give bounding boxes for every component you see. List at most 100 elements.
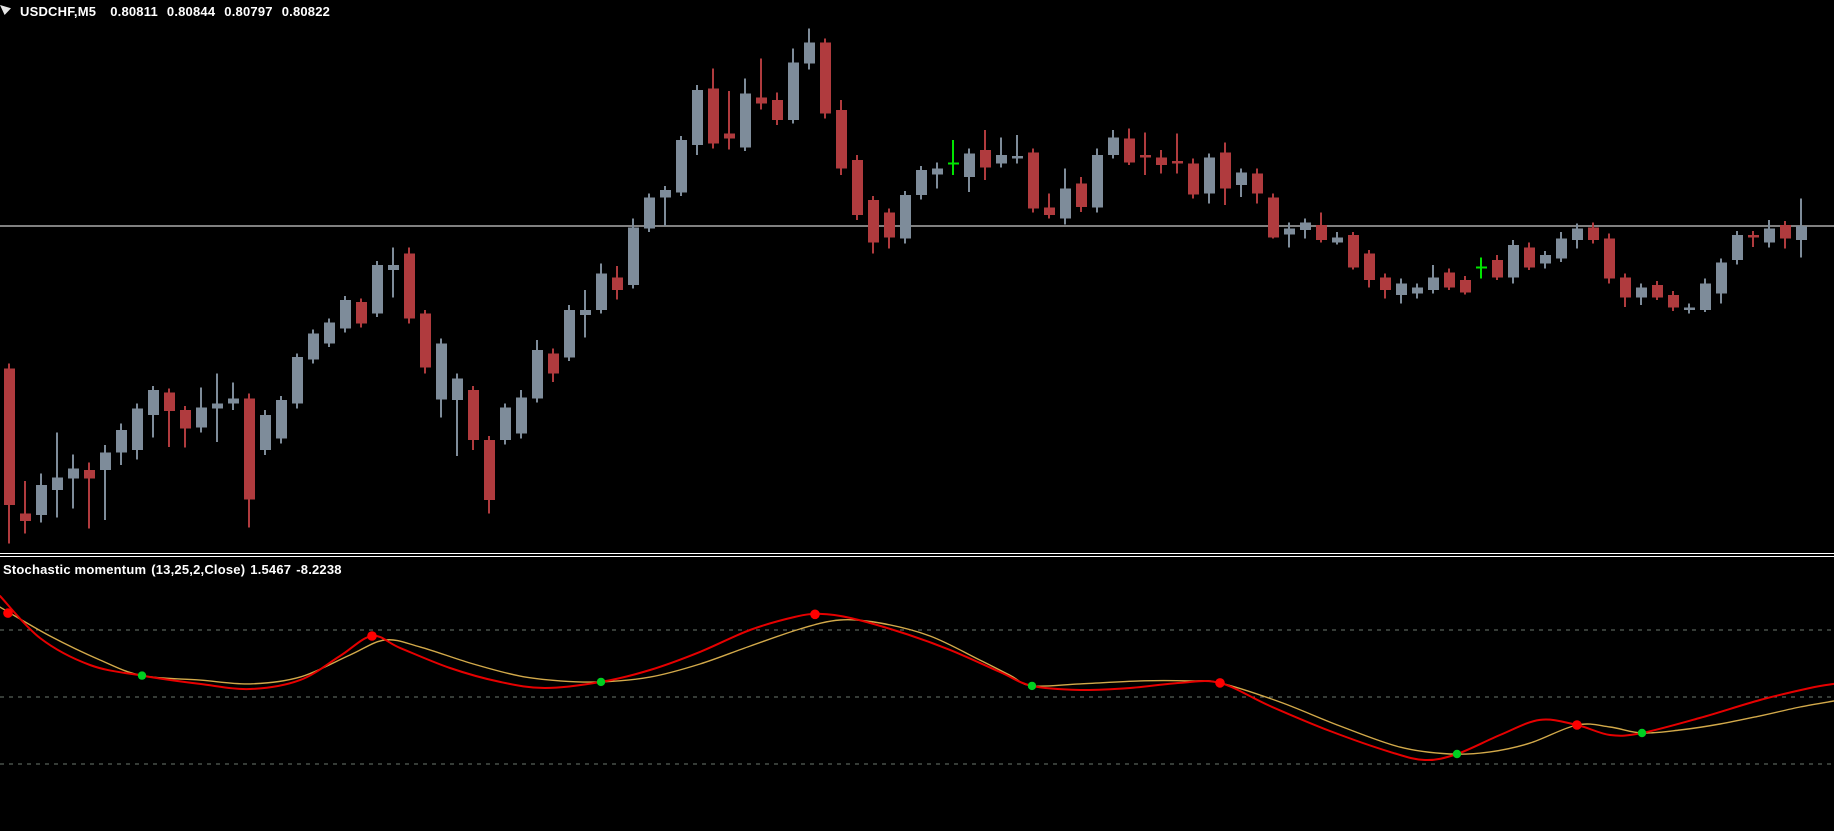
candle-body [100,452,111,470]
candle-body [356,302,367,324]
candle-wick [1016,134,1018,164]
signal-dot-sell [1572,720,1582,730]
signal-dots-layer [3,608,1647,759]
candle-body [564,309,575,358]
candle-body [468,389,479,440]
candle-body [1316,224,1327,240]
candle-body [1556,238,1567,259]
candle-body [1348,234,1359,268]
candle-body [900,194,911,239]
candle-wick [1288,222,1290,248]
signal-dot-sell [367,631,377,641]
candle-body [1764,228,1775,243]
candle-body [1508,244,1519,278]
candle-body [244,398,255,500]
candle-body [1236,172,1247,185]
doji-open-close-bar [1476,266,1487,269]
indicator-line-signal [0,606,1834,755]
candle-body [788,62,799,120]
candle-body [724,133,735,139]
candle-wick [1752,231,1754,248]
candle-body [324,322,335,344]
candle-body [372,264,383,314]
candle-body [868,199,879,243]
candle-body [388,264,399,270]
candle-body [548,353,559,374]
candle-body [292,357,303,404]
candle-body [1220,152,1231,189]
candle-wick [392,247,394,298]
candle-wick [168,388,170,448]
candle-body [1620,277,1631,298]
low-value: 0.80797 [224,4,273,19]
candle-body [308,333,319,360]
candle-body [516,397,527,434]
candle-wick [952,139,954,175]
candle-body [1716,262,1727,294]
candle-body [484,439,495,500]
candle-wick [456,373,458,456]
candle-body [596,273,607,310]
candle-body [148,389,159,415]
candle-body [756,97,767,104]
candle-wick [1048,193,1050,219]
candle-body [644,197,655,229]
candle-body [1796,226,1807,240]
candle-body [1252,173,1263,194]
candle-body [1124,138,1135,163]
candle-body [1268,197,1279,238]
candles-layer [4,28,1807,544]
candle-body [852,159,863,215]
high-value: 0.80844 [166,4,216,19]
candle-body [820,42,831,114]
candle-body [1748,234,1759,238]
candle-body [1156,157,1167,165]
candle-body [1060,188,1071,219]
candle-body [1332,237,1343,243]
indicator-grid-layer [0,629,1834,765]
candle-body [1108,137,1119,155]
candle-body [500,407,511,440]
signal-dot-buy [1637,728,1647,738]
candle-wick [1144,132,1146,175]
candle-body [1460,279,1471,293]
candle-body [1412,287,1423,294]
candle-body [660,189,671,198]
candle-body [932,168,943,175]
candle-body [1028,152,1039,209]
candle-wick [728,91,730,150]
candle-body [1396,283,1407,295]
candle-body [980,149,991,168]
signal-dot-buy [1027,681,1037,691]
indicator-line-smi-main [0,595,1834,762]
candle-body [996,154,1007,164]
candle-body [1076,183,1087,208]
candle-wick [1176,133,1178,174]
candle-body [1172,161,1183,164]
candle-body [452,378,463,400]
signal-dot-sell [1215,678,1225,688]
indicator-params: (13,25,2,Close) [151,562,246,577]
candle-body [20,513,31,521]
candle-body [1092,154,1103,208]
candle-body [164,392,175,411]
candle-body [1668,294,1679,308]
candle-body [532,349,543,399]
candle-wick [1000,137,1002,168]
signal-dot-buy [1452,749,1462,759]
indicator-value-main: 1.5467 [250,562,292,577]
candle-body [84,469,95,479]
candle-body [1572,228,1583,240]
signal-dot-buy [137,671,147,680]
candle-body [1700,283,1711,310]
candle-body [708,88,719,144]
candle-body [436,343,447,400]
signal-dot-buy [596,677,606,687]
candle-body [1492,259,1503,278]
candle-body [1780,224,1791,239]
candle-body [916,169,927,195]
candle-body [676,139,687,193]
candle-body [964,153,975,178]
